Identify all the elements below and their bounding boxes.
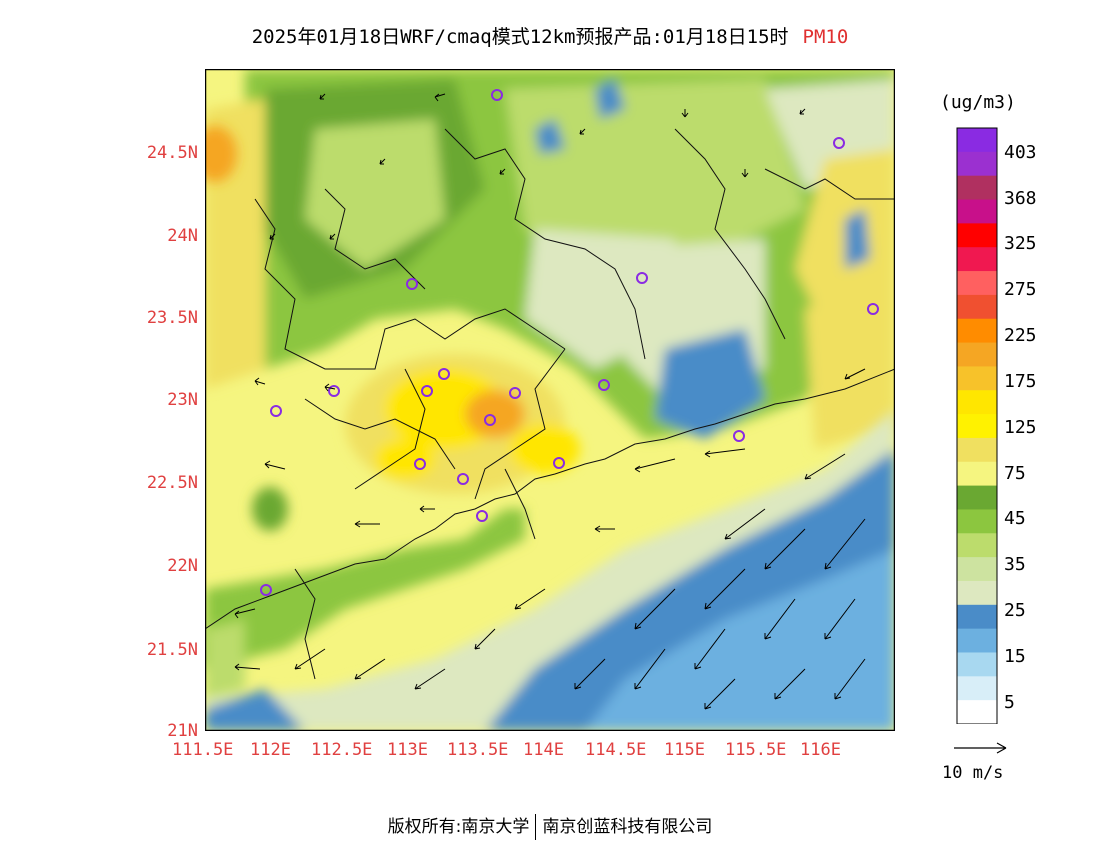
colorbar-label: 15 [1004,646,1026,667]
lat-tick-label: 22N [167,556,198,576]
lon-tick-label: 115.5E [725,740,787,760]
station-markers [260,89,879,596]
lon-tick-label: 112.5E [311,740,373,760]
pollutant-label: PM10 [802,26,849,48]
colorbar-swatch [957,342,997,367]
colorbar-swatch [957,676,997,701]
lat-tick-label: 22.5N [146,473,198,493]
colorbar-label: 25 [1004,600,1026,621]
colorbar-swatch [957,485,997,510]
wind-vectors [234,93,866,710]
colorbar-label: 5 [1004,692,1015,713]
copyright-footer: 版权所有:南京大学 南京创蓝科技有限公司 [0,812,1100,840]
lon-tick-label: 114E [523,740,564,760]
colorbar-label: 75 [1004,463,1026,484]
colorbar-label: 175 [1004,371,1037,392]
colorbar-swatch [957,509,997,534]
vector-scale-arrow-icon [954,742,1007,754]
colorbar-swatch [957,271,997,296]
unit-label: (ug/m3) [940,92,1016,113]
colorbar-swatch [957,604,997,630]
copyright-left: 版权所有:南京大学 [387,817,530,837]
lat-tick-label: 21.5N [146,640,198,660]
inland-green-field [205,69,895,669]
lat-tick-label: 24.5N [146,143,198,163]
colorbar-label: 45 [1004,508,1026,529]
lon-tick-label: 113.5E [447,740,509,760]
colorbar-label: 275 [1004,279,1037,300]
lat-tick-label: 21N [167,721,198,741]
lon-tick-label: 112E [250,740,291,760]
map-frame [205,69,895,731]
colorbar-frame [956,127,998,724]
forecast-map [205,69,895,731]
coastline-and-boundaries [205,128,895,680]
colorbar-swatch [957,199,997,224]
colorbar-swatch [957,247,997,272]
colorbar-swatch [957,151,997,177]
colorbar [956,127,998,724]
colorbar-swatch [957,128,997,153]
lon-tick-label: 113E [387,740,428,760]
colorbar-label: 403 [1004,142,1037,163]
lon-tick-label: 115E [664,740,705,760]
colorbar-swatch [957,318,997,344]
colorbar-swatch [957,628,997,653]
colorbar-label: 325 [1004,233,1037,254]
colorbar-swatch [957,175,997,201]
colorbar-swatch [957,652,997,677]
colorbar-swatch [957,533,997,558]
copyright-right: 南京创蓝科技有限公司 [542,817,713,837]
lat-tick-label: 23N [167,390,198,410]
map-title-text: 2025年01月18日WRF/cmaq模式12km预报产品:01月18日15时 [251,26,789,48]
vector-scale-label: 10 m/s [942,763,1004,783]
lat-tick-label: 24N [167,226,198,246]
colorbar-swatch [957,580,997,606]
copyright-separator [535,814,537,840]
colorbar-label: 225 [1004,325,1037,346]
colorbar-swatch [957,414,997,439]
lon-tick-label: 116E [800,740,841,760]
colorbar-swatch [957,437,997,463]
pollution-hotspots [205,126,580,531]
map-title: 2025年01月18日WRF/cmaq模式12km预报产品:01月18日15时 P… [0,22,1100,49]
colorbar-swatch [957,461,997,487]
lon-tick-label: 111.5E [172,740,234,760]
colorbar-swatch [957,390,997,415]
colorbar-swatch [957,557,997,582]
ocean-field [205,409,895,731]
colorbar-label: 368 [1004,188,1037,209]
colorbar-label: 35 [1004,554,1026,575]
colorbar-swatch [957,223,997,248]
colorbar-swatch [957,294,997,320]
colorbar-swatch [957,366,997,391]
colorbar-swatch [957,700,997,724]
lat-tick-label: 23.5N [146,308,198,328]
lon-tick-label: 114.5E [585,740,647,760]
colorbar-label: 125 [1004,417,1037,438]
